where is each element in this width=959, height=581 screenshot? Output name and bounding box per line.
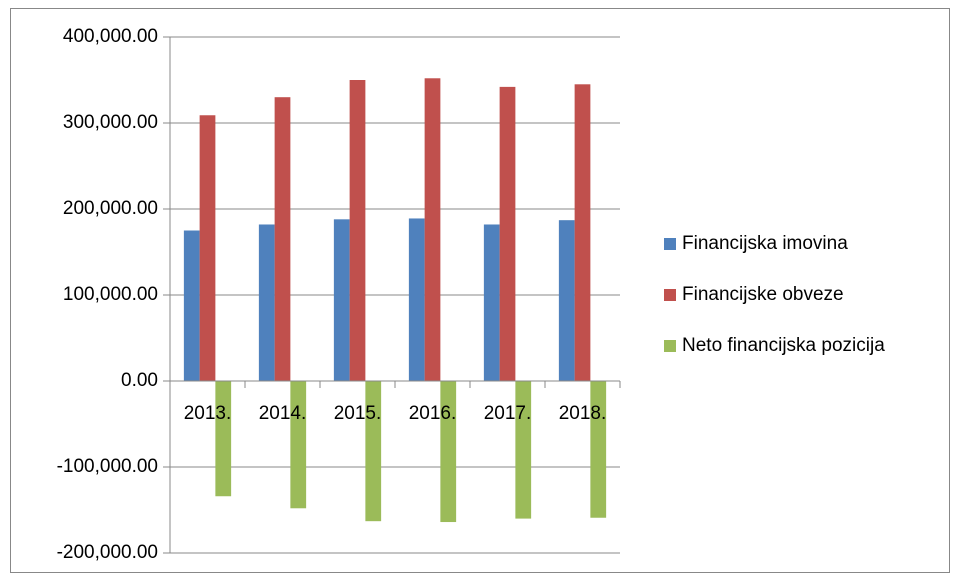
- y-tick-label: 400,000.00: [63, 26, 158, 47]
- bar: [499, 86, 516, 381]
- legend-swatch: [664, 340, 676, 352]
- legend-label: Neto financijska pozicija: [682, 335, 885, 356]
- bar: [349, 80, 366, 381]
- x-tick-label: 2014.: [259, 403, 307, 424]
- chart-border: [10, 8, 950, 573]
- y-tick-label: -200,000.00: [57, 542, 158, 563]
- y-tick-label: 100,000.00: [63, 284, 158, 305]
- x-tick-label: 2015.: [334, 403, 382, 424]
- bar: [440, 381, 457, 523]
- bar: [515, 381, 532, 519]
- bar: [333, 219, 350, 381]
- legend-label: Financijske obveze: [682, 284, 844, 305]
- bar: [365, 381, 382, 522]
- y-tick-label: -100,000.00: [57, 456, 158, 477]
- bar: [590, 381, 607, 518]
- x-tick-label: 2013.: [184, 403, 232, 424]
- y-tick-label: 200,000.00: [63, 198, 158, 219]
- bar: [258, 224, 275, 381]
- bar: [215, 381, 232, 497]
- bar: [574, 84, 591, 382]
- bar: [558, 220, 575, 381]
- legend-swatch: [664, 289, 676, 301]
- bar: [274, 97, 291, 381]
- y-tick-label: 0.00: [121, 370, 158, 391]
- bar: [199, 115, 216, 381]
- legend-label: Financijska imovina: [682, 233, 848, 254]
- bar: [483, 224, 500, 381]
- x-tick-label: 2017.: [484, 403, 532, 424]
- bar: [290, 381, 307, 509]
- bar: [424, 78, 441, 381]
- x-tick-label: 2016.: [409, 403, 457, 424]
- bar: [408, 218, 425, 381]
- x-tick-label: 2018.: [559, 403, 607, 424]
- bar: [183, 230, 200, 381]
- y-tick-label: 300,000.00: [63, 112, 158, 133]
- legend-swatch: [664, 238, 676, 250]
